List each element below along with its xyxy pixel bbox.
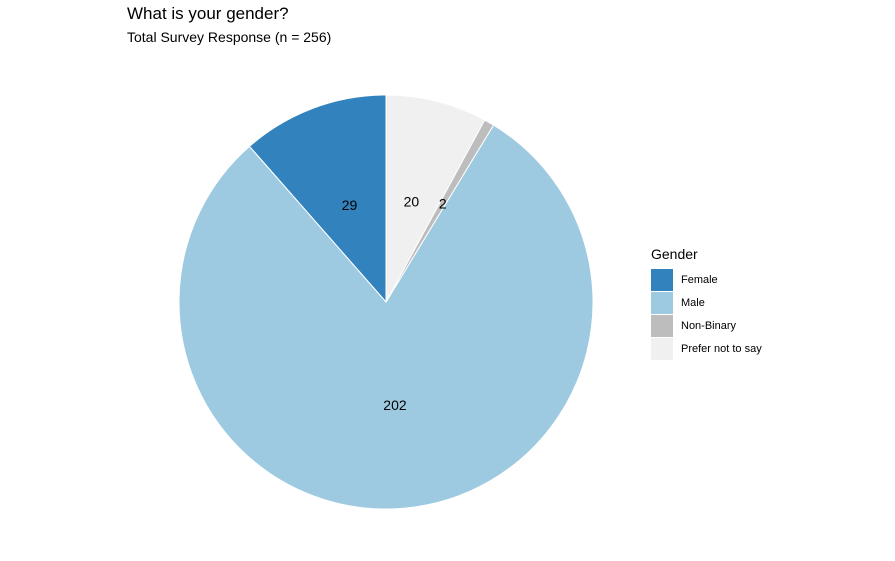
legend-item-prefer-not-to-say: Prefer not to say: [651, 337, 762, 360]
legend-label-female: Female: [681, 273, 718, 286]
legend: Gender Female Male Non-Binary Prefer not…: [651, 246, 762, 360]
legend-label-prefer-not-to-say: Prefer not to say: [681, 342, 762, 355]
pie-slice-male: [178, 124, 594, 510]
chart-title: What is your gender?: [127, 4, 289, 23]
legend-item-male: Male: [651, 291, 762, 314]
slice-value-label-male: 202: [383, 397, 407, 413]
pie-slice-prefer-not-to-say: [385, 94, 486, 303]
slice-value-label-non-binary: 2: [439, 195, 447, 211]
slice-value-label-prefer-not-to-say: 20: [404, 194, 420, 210]
legend-title: Gender: [651, 246, 698, 262]
legend-label-male: Male: [681, 296, 705, 309]
legend-swatch-female: [651, 268, 673, 291]
legend-swatch-prefer-not-to-say: [651, 337, 673, 360]
chart-subtitle: Total Survey Response (n = 256): [127, 29, 332, 45]
legend-swatch-male: [651, 291, 673, 314]
legend-item-non-binary: Non-Binary: [651, 314, 762, 337]
pie-slice-female: [248, 94, 387, 304]
slice-value-label-female: 29: [342, 197, 358, 213]
legend-label-non-binary: Non-Binary: [681, 319, 737, 332]
legend-swatch-non-binary: [651, 314, 673, 337]
legend-item-female: Female: [651, 268, 762, 291]
